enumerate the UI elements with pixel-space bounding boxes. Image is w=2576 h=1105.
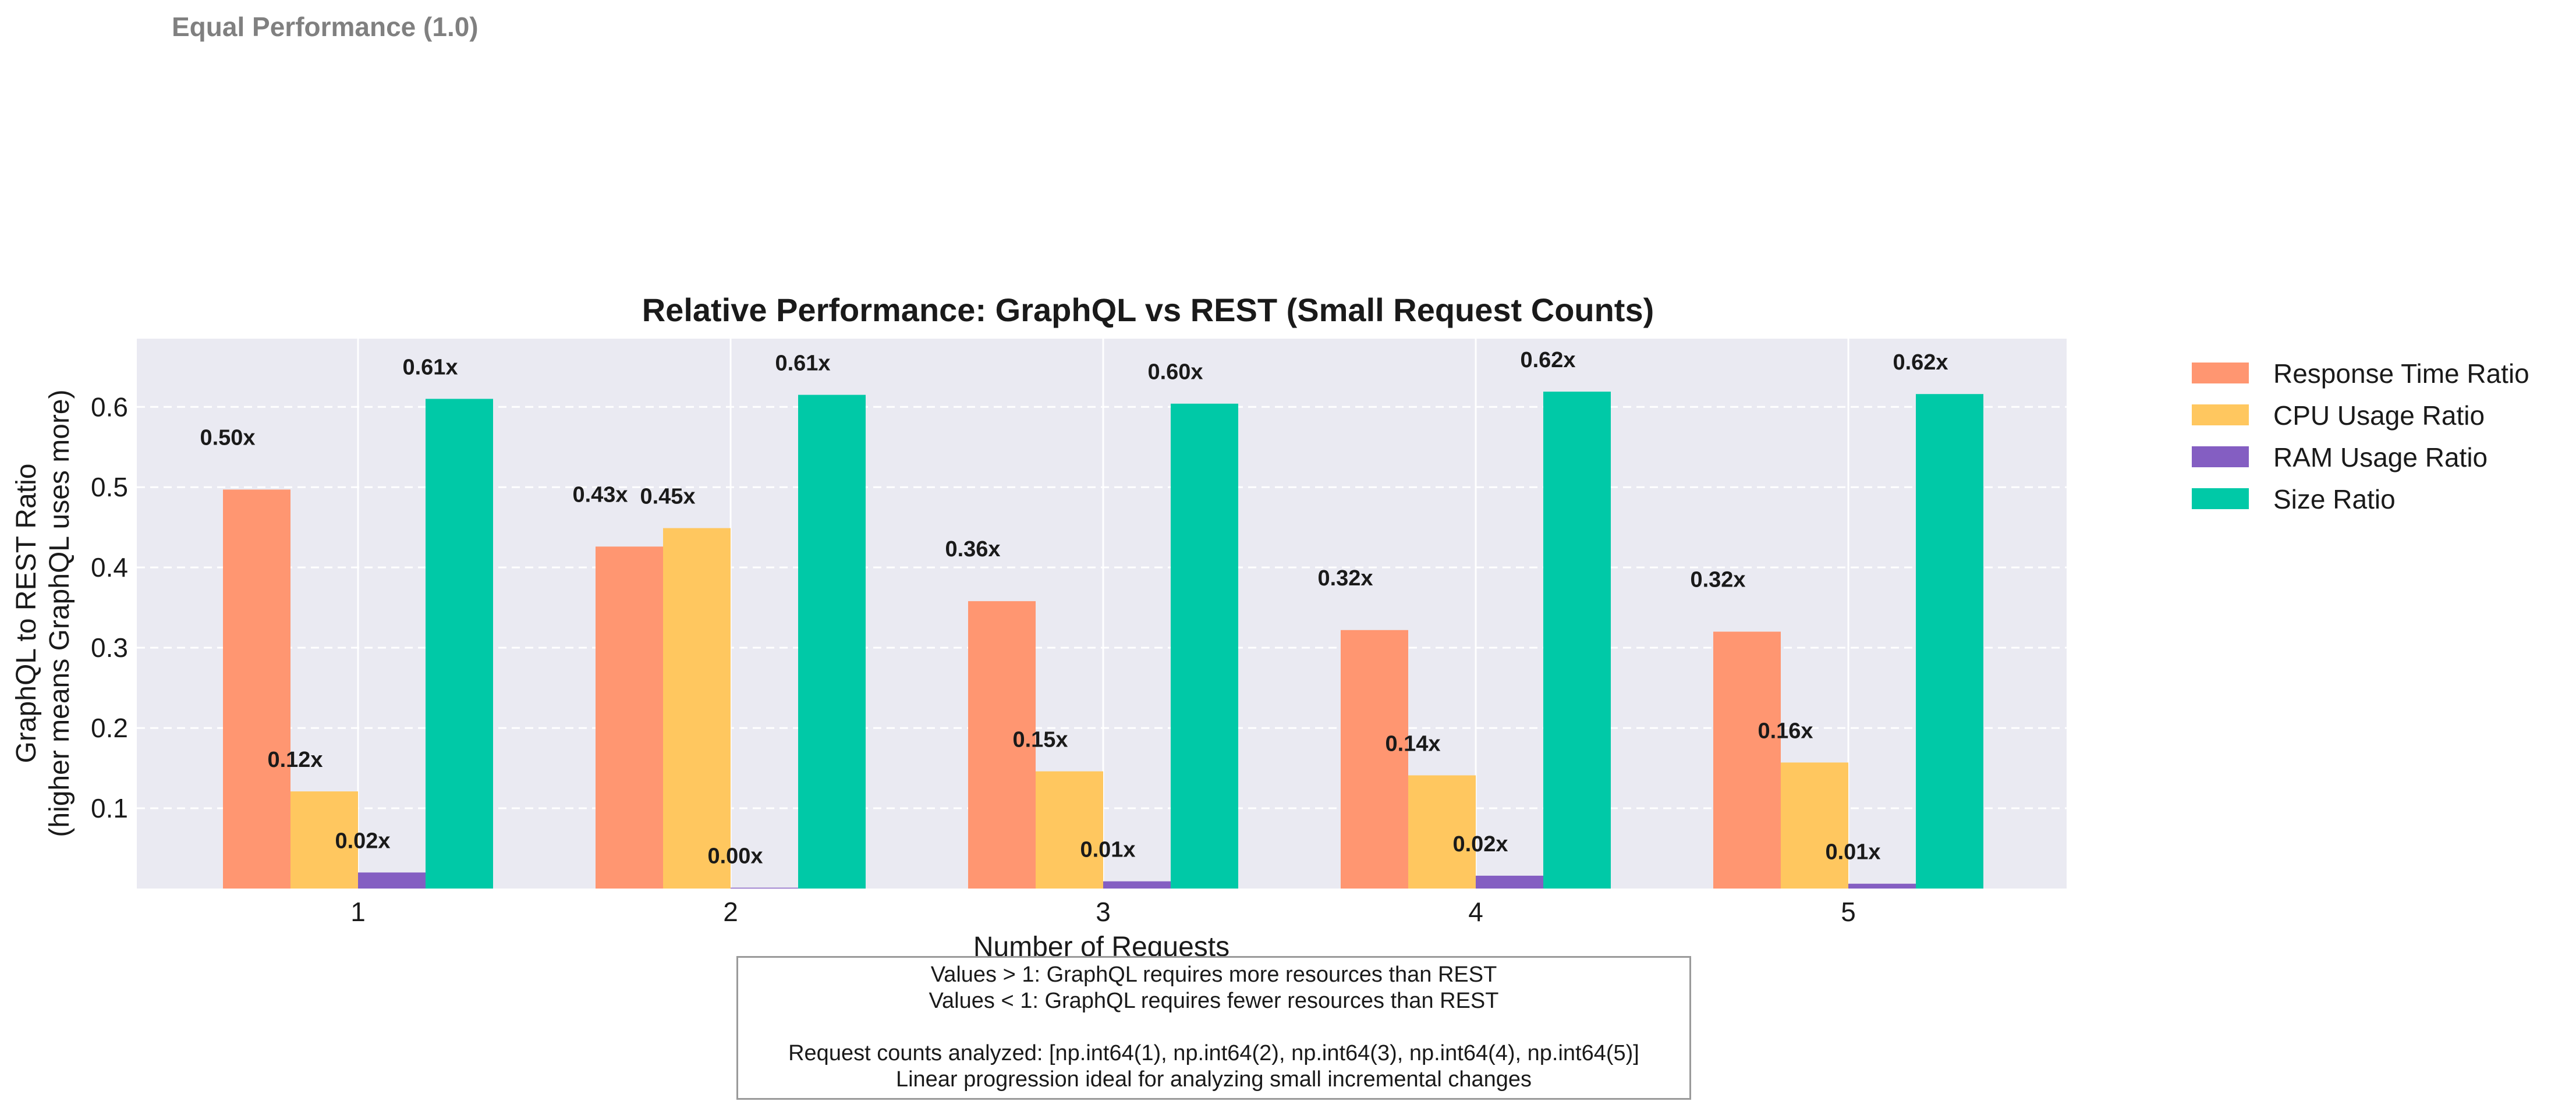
- x-tick-label-2: 2: [723, 897, 738, 927]
- value-label-size-ratio-1: 0.61x: [402, 355, 458, 379]
- legend-swatch-cpu-usage-ratio: [2192, 404, 2249, 425]
- legend-swatch-size-ratio: [2192, 488, 2249, 509]
- bar-ram-usage-ratio-1: [358, 872, 426, 889]
- bar-ram-usage-ratio-2: [731, 887, 798, 889]
- value-label-ram-usage-ratio-1: 0.02x: [335, 829, 390, 853]
- x-tick-label-5: 5: [1841, 897, 1856, 927]
- legend-label-cpu-usage-ratio: CPU Usage Ratio: [2273, 400, 2485, 431]
- bar-cpu-usage-ratio-1: [290, 791, 358, 889]
- note-line-2: Values < 1: GraphQL requires fewer resou…: [929, 989, 1499, 1013]
- x-tick-label-4: 4: [1468, 897, 1483, 927]
- value-label-response-time-ratio-1: 0.50x: [200, 425, 255, 450]
- y-axis-label: GraphQL to REST Ratio (higher means Grap…: [11, 389, 75, 837]
- bar-size-ratio-4: [1543, 392, 1611, 889]
- value-label-response-time-ratio-4: 0.32x: [1317, 566, 1373, 591]
- value-label-response-time-ratio-2: 0.43x: [572, 482, 628, 507]
- y-axis-label-line2: (higher means GraphQL uses more): [44, 389, 75, 837]
- bar-cpu-usage-ratio-4: [1408, 775, 1476, 889]
- note-spacer: [738, 1014, 1689, 1040]
- bar-response-time-ratio-3: [968, 601, 1036, 889]
- value-label-ram-usage-ratio-4: 0.02x: [1452, 832, 1508, 857]
- legend-label-response-time-ratio: Response Time Ratio: [2273, 358, 2529, 389]
- value-label-size-ratio-3: 0.60x: [1147, 360, 1203, 385]
- x-tick-label-3: 3: [1096, 897, 1111, 927]
- reference-line-label: Equal Performance (1.0): [172, 12, 479, 42]
- bar-ram-usage-ratio-4: [1476, 875, 1543, 889]
- y-tick-label-4: 0.5: [91, 472, 128, 502]
- x-tick-labels: 1 2 3 4 5: [350, 897, 1856, 927]
- note-line-4: Linear progression ideal for analyzing s…: [895, 1067, 1532, 1092]
- value-label-response-time-ratio-3: 0.36x: [945, 537, 1000, 562]
- bar-response-time-ratio-4: [1341, 630, 1408, 889]
- bar-cpu-usage-ratio-3: [1036, 771, 1103, 889]
- legend-label-size-ratio: Size Ratio: [2273, 484, 2396, 514]
- bar-cpu-usage-ratio-2: [663, 528, 731, 889]
- value-label-size-ratio-4: 0.62x: [1520, 348, 1575, 372]
- bar-size-ratio-5: [1916, 394, 1983, 889]
- value-label-ram-usage-ratio-2: 0.00x: [707, 844, 763, 869]
- value-label-cpu-usage-ratio-3: 0.15x: [1012, 728, 1068, 752]
- value-label-ram-usage-ratio-3: 0.01x: [1080, 838, 1135, 862]
- bar-size-ratio-1: [426, 399, 493, 889]
- legend: Response Time Ratio CPU Usage Ratio RAM Us…: [2192, 358, 2529, 514]
- value-label-cpu-usage-ratio-2: 0.45x: [640, 485, 695, 509]
- bars-layer: [223, 392, 1983, 889]
- value-label-ram-usage-ratio-5: 0.01x: [1825, 840, 1880, 865]
- legend-swatch-ram-usage-ratio: [2192, 446, 2249, 467]
- bar-ram-usage-ratio-5: [1848, 883, 1916, 889]
- legend-swatch-response-time-ratio: [2192, 363, 2249, 383]
- bar-size-ratio-3: [1171, 403, 1238, 889]
- value-label-response-time-ratio-5: 0.32x: [1690, 568, 1745, 592]
- value-label-size-ratio-2: 0.61x: [775, 351, 830, 376]
- note-line-3: Request counts analyzed: [np.int64(1), n…: [788, 1041, 1639, 1065]
- y-tick-label-2: 0.3: [91, 633, 128, 663]
- bar-ram-usage-ratio-3: [1103, 881, 1171, 889]
- y-tick-label-3: 0.4: [91, 552, 128, 582]
- y-axis-label-line1: GraphQL to REST Ratio: [11, 464, 42, 763]
- value-label-cpu-usage-ratio-5: 0.16x: [1758, 719, 1813, 743]
- explanation-note-box: Values > 1: GraphQL requires more resour…: [736, 956, 1691, 1100]
- value-label-cpu-usage-ratio-1: 0.12x: [267, 748, 323, 772]
- bar-response-time-ratio-1: [223, 489, 290, 889]
- value-label-size-ratio-5: 0.62x: [1893, 350, 1948, 375]
- y-tick-label-1: 0.2: [91, 713, 128, 743]
- value-label-cpu-usage-ratio-4: 0.14x: [1385, 731, 1440, 756]
- y-tick-labels: 0.1 0.2 0.3 0.4 0.5 0.6: [91, 392, 128, 823]
- chart-title: Relative Performance: GraphQL vs REST (S…: [642, 292, 1654, 328]
- legend-label-ram-usage-ratio: RAM Usage Ratio: [2273, 442, 2488, 472]
- bar-cpu-usage-ratio-5: [1781, 762, 1848, 889]
- note-line-1: Values > 1: GraphQL requires more resour…: [930, 962, 1497, 987]
- bar-size-ratio-2: [798, 395, 866, 889]
- bar-response-time-ratio-5: [1713, 631, 1781, 889]
- y-tick-label-0: 0.1: [91, 793, 128, 823]
- bar-response-time-ratio-2: [596, 546, 663, 889]
- x-tick-label-1: 1: [350, 897, 366, 927]
- value-labels-layer: 0.50x 0.43x 0.36x 0.32x 0.32x 0.12x 0.45x 0.15x…: [200, 348, 1948, 869]
- y-tick-label-5: 0.6: [91, 392, 128, 422]
